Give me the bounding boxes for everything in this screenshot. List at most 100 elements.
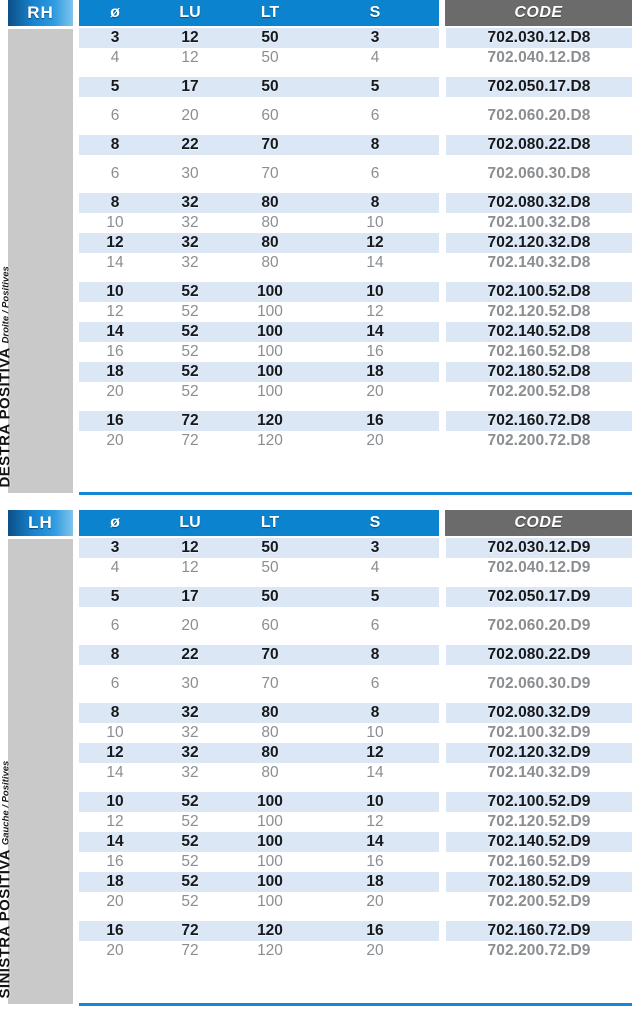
table-row[interactable]: 16 72 120 16 702.160.72.D8 bbox=[79, 411, 632, 431]
table-row[interactable]: 20 72 120 20 702.200.72.D9 bbox=[79, 941, 632, 961]
row-group: 3 12 50 3 702.030.12.D9 4 12 50 4 702.040.12.D9 bbox=[79, 538, 632, 578]
row-cells: 14 52 100 14 bbox=[79, 322, 632, 342]
cell-code: 702.050.17.D8 bbox=[487, 78, 591, 95]
table-row[interactable]: 14 32 80 14 702.140.32.D8 bbox=[79, 253, 632, 273]
cell-lu: 52 bbox=[181, 343, 199, 360]
cell-diameter: 20 bbox=[106, 383, 124, 400]
row-band-measures bbox=[79, 645, 439, 665]
row-band-measures bbox=[79, 792, 439, 812]
cell-s: 18 bbox=[366, 873, 384, 890]
cell-lt: 60 bbox=[261, 107, 279, 124]
table-row[interactable]: 10 52 100 10 702.100.52.D9 bbox=[79, 792, 632, 812]
cell-lt: 80 bbox=[261, 704, 279, 721]
table-row[interactable]: 20 72 120 20 702.200.72.D8 bbox=[79, 431, 632, 451]
table-header: ø LU LT S CODE bbox=[79, 0, 632, 26]
cell-lu: 32 bbox=[181, 704, 199, 721]
cell-lt: 50 bbox=[261, 588, 279, 605]
column-header-diameter: ø bbox=[110, 4, 120, 21]
cell-s: 6 bbox=[370, 617, 380, 634]
cell-diameter: 10 bbox=[106, 214, 124, 231]
row-band-measures bbox=[79, 921, 439, 941]
table-row[interactable]: 6 20 60 6 702.060.20.D9 bbox=[79, 616, 632, 636]
table-row[interactable]: 20 52 100 20 702.200.52.D8 bbox=[79, 382, 632, 402]
table-row[interactable]: 18 52 100 18 702.180.52.D8 bbox=[79, 362, 632, 382]
table-row[interactable]: 12 32 80 12 702.120.32.D8 bbox=[79, 233, 632, 253]
table-row[interactable]: 14 52 100 14 702.140.52.D9 bbox=[79, 832, 632, 852]
cell-lt: 100 bbox=[257, 283, 283, 300]
table-row[interactable]: 8 32 80 8 702.080.32.D9 bbox=[79, 703, 632, 723]
table-row[interactable]: 12 32 80 12 702.120.32.D9 bbox=[79, 743, 632, 763]
cell-s: 6 bbox=[370, 165, 380, 182]
cell-lu: 12 bbox=[181, 559, 199, 576]
table-row[interactable]: 14 32 80 14 702.140.32.D9 bbox=[79, 763, 632, 783]
table-row[interactable]: 20 52 100 20 702.200.52.D9 bbox=[79, 892, 632, 912]
rail-title: DESTRA POSITIVA bbox=[0, 346, 13, 487]
table-row[interactable]: 18 52 100 18 702.180.52.D9 bbox=[79, 872, 632, 892]
row-group: 16 72 120 16 702.160.72.D8 20 72 120 20 702.200.7… bbox=[79, 411, 632, 451]
cell-diameter: 6 bbox=[110, 107, 120, 124]
cell-lt: 100 bbox=[257, 853, 283, 870]
row-cells: 10 32 80 10 bbox=[79, 213, 632, 233]
cell-lt: 100 bbox=[257, 873, 283, 890]
row-cells: 8 32 80 8 bbox=[79, 193, 632, 213]
row-cells: 20 52 100 20 bbox=[79, 382, 632, 402]
table-bottom-rule bbox=[79, 492, 632, 495]
table-row[interactable]: 8 22 70 8 702.080.22.D9 bbox=[79, 645, 632, 665]
cell-lu: 52 bbox=[181, 323, 199, 340]
table-row[interactable]: 5 17 50 5 702.050.17.D9 bbox=[79, 587, 632, 607]
cell-code: 702.030.12.D9 bbox=[487, 539, 591, 556]
cell-diameter: 12 bbox=[106, 744, 124, 761]
table-row[interactable]: 6 20 60 6 702.060.20.D8 bbox=[79, 106, 632, 126]
table-row[interactable]: 12 52 100 12 702.120.52.D8 bbox=[79, 302, 632, 322]
cell-s: 12 bbox=[366, 234, 384, 251]
table-row[interactable]: 14 52 100 14 702.140.52.D8 bbox=[79, 322, 632, 342]
row-cells: 6 30 70 6 bbox=[79, 674, 632, 694]
cell-lt: 100 bbox=[257, 303, 283, 320]
column-header-code-label: CODE bbox=[514, 4, 563, 21]
cell-diameter: 12 bbox=[106, 303, 124, 320]
cell-code: 702.200.52.D9 bbox=[487, 893, 591, 910]
column-header-lu: LU bbox=[179, 4, 201, 21]
table-row[interactable]: 10 52 100 10 702.100.52.D8 bbox=[79, 282, 632, 302]
row-group: 5 17 50 5 702.050.17.D9 bbox=[79, 587, 632, 607]
table-row[interactable]: 3 12 50 3 702.030.12.D8 bbox=[79, 28, 632, 48]
row-group: 8 22 70 8 702.080.22.D9 bbox=[79, 645, 632, 665]
table-row[interactable]: 16 72 120 16 702.160.72.D9 bbox=[79, 921, 632, 941]
cell-code: 702.100.32.D9 bbox=[487, 724, 591, 741]
cell-code: 702.200.72.D9 bbox=[487, 942, 591, 959]
row-cells: 8 32 80 8 bbox=[79, 703, 632, 723]
table-row[interactable]: 16 52 100 16 702.160.52.D8 bbox=[79, 342, 632, 362]
table-row[interactable]: 6 30 70 6 702.060.30.D9 bbox=[79, 674, 632, 694]
cell-lt: 50 bbox=[261, 49, 279, 66]
cell-lu: 72 bbox=[181, 432, 199, 449]
row-band-code bbox=[446, 832, 632, 852]
cell-s: 3 bbox=[370, 539, 380, 556]
cell-lt: 100 bbox=[257, 813, 283, 830]
table-row[interactable]: 3 12 50 3 702.030.12.D9 bbox=[79, 538, 632, 558]
table-row[interactable]: 6 30 70 6 702.060.30.D8 bbox=[79, 164, 632, 184]
row-cells: 6 20 60 6 bbox=[79, 106, 632, 126]
table-row[interactable]: 10 32 80 10 702.100.32.D8 bbox=[79, 213, 632, 233]
table-row[interactable]: 16 52 100 16 702.160.52.D9 bbox=[79, 852, 632, 872]
cell-s: 8 bbox=[370, 646, 380, 663]
table-body: 3 12 50 3 702.030.12.D8 4 12 50 4 702.040.12.D8 5 1… bbox=[79, 28, 632, 499]
row-band-measures bbox=[79, 77, 439, 97]
table-row[interactable]: 4 12 50 4 702.040.12.D8 bbox=[79, 48, 632, 68]
cell-code: 702.060.30.D8 bbox=[487, 165, 591, 182]
table-row[interactable]: 5 17 50 5 702.050.17.D8 bbox=[79, 77, 632, 97]
row-cells: 12 52 100 12 bbox=[79, 302, 632, 322]
row-band-code bbox=[446, 362, 632, 382]
table-row[interactable]: 4 12 50 4 702.040.12.D9 bbox=[79, 558, 632, 578]
cell-lu: 22 bbox=[181, 136, 199, 153]
row-cells: 4 12 50 4 bbox=[79, 48, 632, 68]
hand-badge: RH bbox=[8, 0, 73, 26]
header-measure-group: ø LU LT S bbox=[79, 0, 439, 26]
cell-lu: 32 bbox=[181, 234, 199, 251]
table-row[interactable]: 8 32 80 8 702.080.32.D8 bbox=[79, 193, 632, 213]
table-row[interactable]: 12 52 100 12 702.120.52.D9 bbox=[79, 812, 632, 832]
table-row[interactable]: 8 22 70 8 702.080.22.D8 bbox=[79, 135, 632, 155]
cell-diameter: 20 bbox=[106, 432, 124, 449]
cell-lu: 32 bbox=[181, 724, 199, 741]
table-row[interactable]: 10 32 80 10 702.100.32.D9 bbox=[79, 723, 632, 743]
row-band-measures bbox=[79, 587, 439, 607]
